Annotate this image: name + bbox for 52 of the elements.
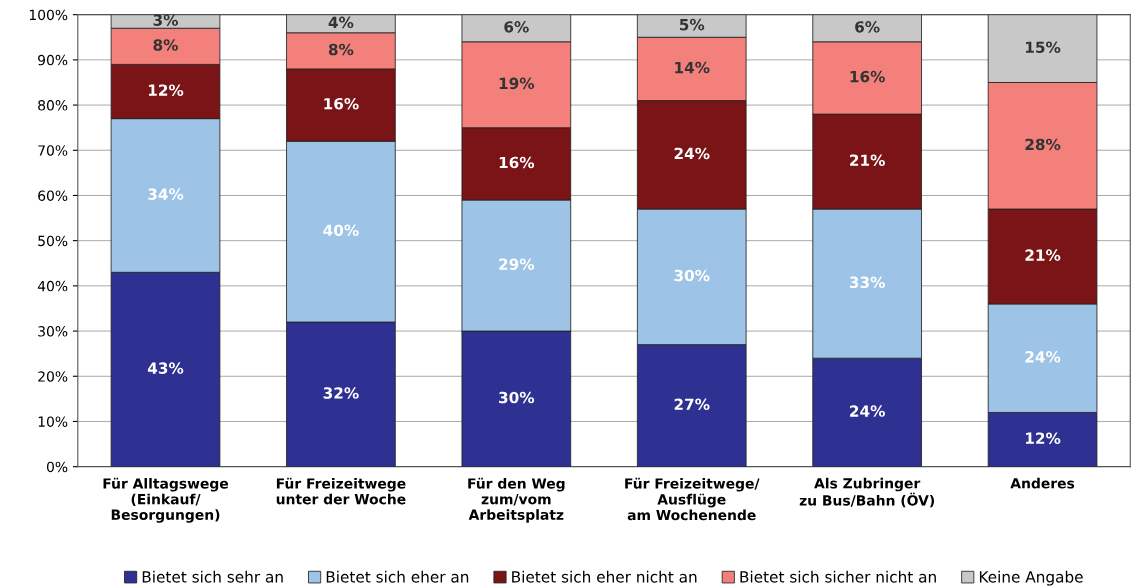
- y-tick-label: 80%: [38, 100, 68, 111]
- data-label: 16%: [324, 97, 359, 110]
- data-label: 34%: [148, 188, 184, 200]
- y-tick-label: 60%: [38, 190, 68, 201]
- x-tick-label: Für Alltagswege (Einkauf/ Besorgungen): [103, 477, 229, 523]
- legend-label: Bietet sich eher an: [326, 570, 469, 583]
- data-label: 40%: [323, 224, 359, 237]
- data-label: 3%: [153, 14, 178, 26]
- data-label: 14%: [675, 61, 710, 74]
- legend-label: Bietet sich sehr an: [142, 570, 283, 583]
- data-label: 6%: [855, 21, 880, 33]
- y-tick-label: 10%: [38, 416, 68, 427]
- legend-label: Bietet sich sicher nicht an: [740, 570, 936, 583]
- data-label: 32%: [323, 387, 359, 399]
- legend-label: Keine Angabe: [979, 570, 1083, 586]
- x-tick-label: Für den Weg zum/vom Arbeitsplatz: [468, 477, 565, 523]
- data-label: 6%: [504, 21, 529, 33]
- data-label: 30%: [499, 391, 535, 404]
- y-tick-label: 20%: [38, 371, 68, 382]
- data-label: 28%: [1025, 138, 1061, 151]
- data-label: 33%: [849, 276, 885, 289]
- x-tick-label: Als Zubringer zu Bus/Bahn (ÖV): [799, 477, 934, 508]
- x-tick-label: Anderes: [1010, 477, 1075, 489]
- data-label: 12%: [1026, 432, 1061, 444]
- data-label: 8%: [153, 39, 178, 51]
- legend-label: Bietet sich eher nicht an: [512, 570, 697, 583]
- data-label: 16%: [499, 156, 535, 169]
- y-tick-label: 100%: [29, 9, 68, 21]
- data-label: 30%: [674, 269, 710, 282]
- data-label: 27%: [674, 398, 710, 411]
- x-tick-label: Für Freizeitwege/ Ausflüge am Wochenende: [625, 477, 760, 521]
- data-label: 4%: [328, 16, 354, 29]
- y-tick-label: 40%: [37, 280, 68, 292]
- y-tick-label: 30%: [38, 326, 68, 337]
- data-label: 21%: [1025, 249, 1061, 261]
- y-tick-label: 70%: [38, 145, 68, 156]
- data-label: 29%: [499, 258, 535, 270]
- data-label: 24%: [1025, 351, 1061, 363]
- x-tick-label: Für Freizeitwege unter der Woche: [276, 477, 406, 505]
- data-label: 16%: [850, 70, 885, 83]
- data-label: 24%: [674, 147, 710, 160]
- y-tick-label: 50%: [38, 235, 68, 247]
- y-tick-label: 0%: [46, 461, 68, 473]
- data-label: 5%: [679, 18, 705, 31]
- data-label: 43%: [147, 362, 184, 374]
- data-label: 8%: [328, 43, 354, 56]
- data-label: 12%: [148, 84, 184, 96]
- data-label: 15%: [1026, 41, 1061, 54]
- y-tick-label: 90%: [38, 54, 68, 66]
- data-label: 19%: [499, 77, 535, 90]
- data-label: 24%: [850, 405, 885, 417]
- data-label: 21%: [850, 154, 885, 166]
